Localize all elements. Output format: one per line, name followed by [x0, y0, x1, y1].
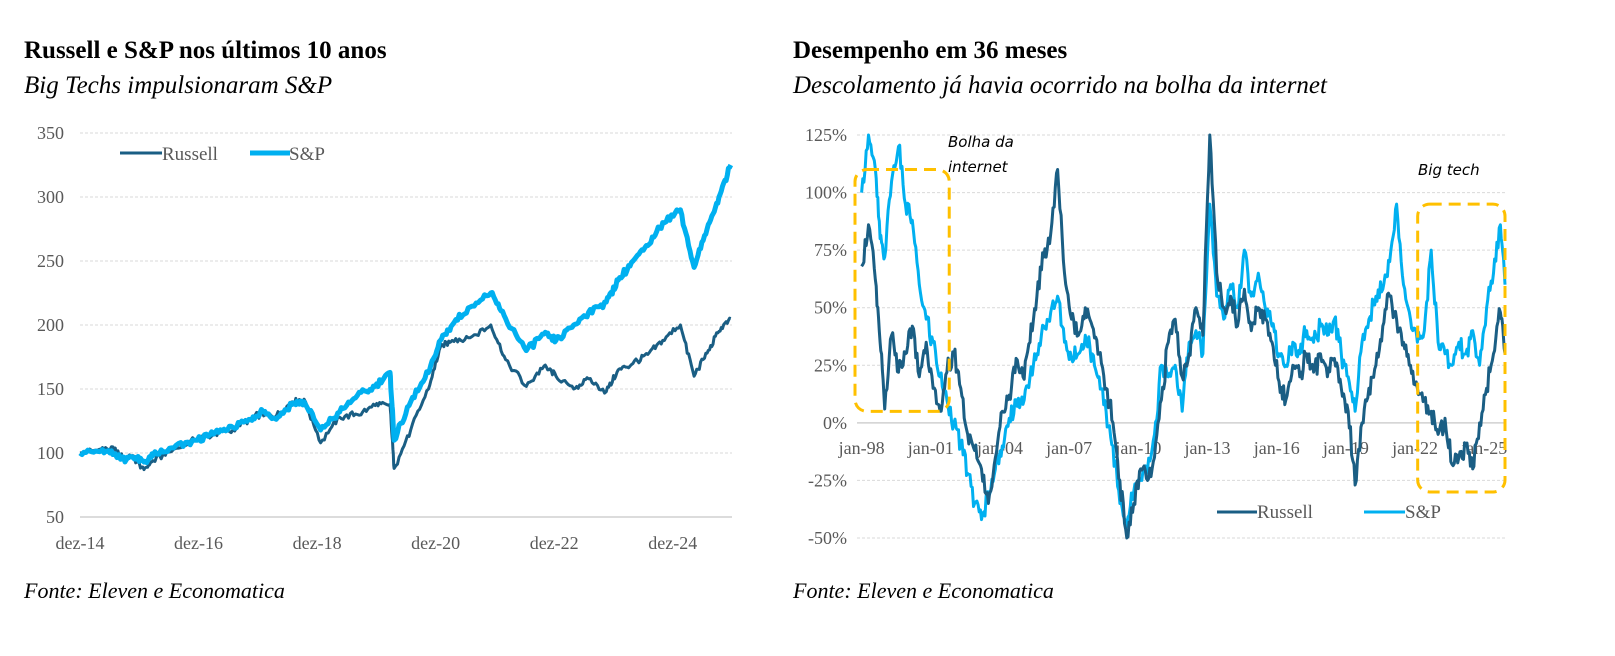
big-tech-highlight-box: [1416, 202, 1507, 494]
left-legend: Russell S&P: [120, 144, 325, 165]
x-tick-label: dez-22: [530, 533, 579, 553]
internet-bubble-highlight-box: [853, 168, 951, 413]
x-tick-label: dez-18: [293, 533, 342, 553]
y-tick-label: 100: [37, 443, 64, 463]
right-line-chart: -50% -25% 0% 25% 50% 75% 100% 125% jan-98 jan-01 j…: [805, 125, 1507, 548]
y-tick-label: 150: [37, 379, 64, 399]
annotation-internet-bubble-line2: internet: [948, 158, 1009, 176]
y-tick-label: 25%: [814, 355, 847, 375]
y-tick-label: 50%: [814, 298, 847, 318]
right-chart-source: Fonte: Eleven e Economatica: [793, 578, 1054, 603]
y-tick-label: 0%: [823, 413, 847, 433]
series-line-sp: [78, 163, 734, 466]
right-chart-subtitle: Descolamento já havia ocorrido na bolha …: [793, 72, 1327, 99]
y-tick-label: 250: [37, 251, 64, 271]
left-chart-source: Fonte: Eleven e Economatica: [24, 578, 285, 603]
x-tick-label: dez-24: [648, 533, 697, 553]
x-tick-label: jan-25: [1460, 438, 1507, 458]
x-tick-label: jan-13: [1184, 438, 1231, 458]
x-tick-label: dez-14: [56, 533, 105, 553]
left-chart-subtitle: Big Techs impulsionaram S&P: [24, 72, 333, 99]
x-tick-label: jan-16: [1253, 438, 1300, 458]
right-chart-title: Desempenho em 36 meses: [793, 37, 1068, 64]
legend-label-sp: S&P: [289, 144, 325, 165]
x-tick-label: jan-10: [1114, 438, 1161, 458]
x-tick-label: jan-04: [976, 438, 1023, 458]
legend-label-sp: S&P: [1405, 502, 1441, 523]
annotation-big-tech: Big tech: [1418, 161, 1480, 179]
x-tick-label: jan-22: [1391, 438, 1438, 458]
x-tick-label: dez-20: [411, 533, 460, 553]
series-line-russell: [860, 133, 1507, 540]
x-tick-label: dez-16: [174, 533, 223, 553]
y-tick-label: 300: [37, 187, 64, 207]
y-tick-label: 125%: [805, 125, 847, 145]
y-tick-label: 75%: [814, 240, 847, 260]
left-chart-title: Russell e S&P nos últimos 10 anos: [24, 37, 387, 64]
left-line-chart: 50 100 150 200 250 300 350 dez-14 dez-16 dez-18 de…: [37, 123, 734, 553]
y-tick-label: 350: [37, 123, 64, 143]
y-tick-label: 50: [46, 507, 64, 527]
y-tick-label: -50%: [808, 528, 847, 548]
series-line-sp: [860, 133, 1507, 528]
legend-label-russell: Russell: [162, 144, 218, 165]
annotation-internet-bubble-line1: Bolha da: [948, 133, 1014, 151]
x-tick-label: jan-19: [1322, 438, 1369, 458]
x-tick-label: jan-98: [838, 438, 885, 458]
x-tick-label: jan-01: [907, 438, 954, 458]
legend-label-russell: Russell: [1257, 502, 1313, 523]
y-tick-label: -25%: [808, 470, 847, 490]
y-tick-label: 100%: [805, 183, 847, 203]
right-legend: Russell S&P: [1217, 502, 1441, 523]
x-tick-label: jan-07: [1045, 438, 1092, 458]
y-tick-label: 200: [37, 315, 64, 335]
series-line-russell: [79, 316, 732, 472]
